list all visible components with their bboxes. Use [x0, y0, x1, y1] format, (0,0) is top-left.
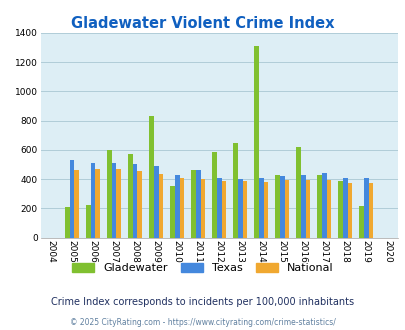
- Bar: [65, 207, 70, 238]
- Bar: [91, 163, 95, 238]
- Bar: [317, 176, 321, 238]
- Bar: [363, 178, 368, 238]
- Bar: [275, 175, 279, 238]
- Bar: [258, 179, 263, 238]
- Bar: [279, 176, 284, 238]
- Bar: [338, 182, 342, 238]
- Bar: [111, 163, 116, 238]
- Bar: [132, 164, 137, 238]
- Bar: [300, 175, 305, 238]
- Bar: [242, 182, 247, 238]
- Bar: [200, 179, 205, 238]
- Bar: [368, 183, 372, 238]
- Bar: [196, 170, 200, 238]
- Bar: [305, 180, 309, 238]
- Bar: [158, 174, 163, 238]
- Bar: [70, 160, 74, 238]
- Bar: [296, 147, 300, 238]
- Bar: [137, 171, 142, 238]
- Bar: [326, 180, 330, 238]
- Bar: [254, 46, 258, 238]
- Bar: [284, 180, 288, 238]
- Bar: [263, 182, 268, 238]
- Bar: [95, 169, 100, 238]
- Text: © 2025 CityRating.com - https://www.cityrating.com/crime-statistics/: © 2025 CityRating.com - https://www.city…: [70, 318, 335, 327]
- Bar: [321, 173, 326, 238]
- Bar: [216, 179, 221, 238]
- Bar: [358, 206, 363, 238]
- Bar: [221, 181, 226, 238]
- Bar: [175, 175, 179, 238]
- Bar: [342, 178, 347, 238]
- Bar: [191, 170, 196, 238]
- Bar: [116, 169, 121, 238]
- Bar: [149, 116, 153, 238]
- Bar: [170, 186, 175, 238]
- Bar: [128, 154, 132, 238]
- Bar: [347, 183, 352, 238]
- Bar: [237, 179, 242, 238]
- Bar: [212, 152, 216, 238]
- Bar: [74, 170, 79, 238]
- Bar: [179, 179, 184, 238]
- Bar: [86, 206, 91, 238]
- Text: Crime Index corresponds to incidents per 100,000 inhabitants: Crime Index corresponds to incidents per…: [51, 297, 354, 307]
- Legend: Gladewater, Texas, National: Gladewater, Texas, National: [72, 263, 333, 273]
- Bar: [153, 166, 158, 238]
- Bar: [107, 150, 111, 238]
- Text: Gladewater Violent Crime Index: Gladewater Violent Crime Index: [71, 16, 334, 31]
- Bar: [233, 143, 237, 238]
